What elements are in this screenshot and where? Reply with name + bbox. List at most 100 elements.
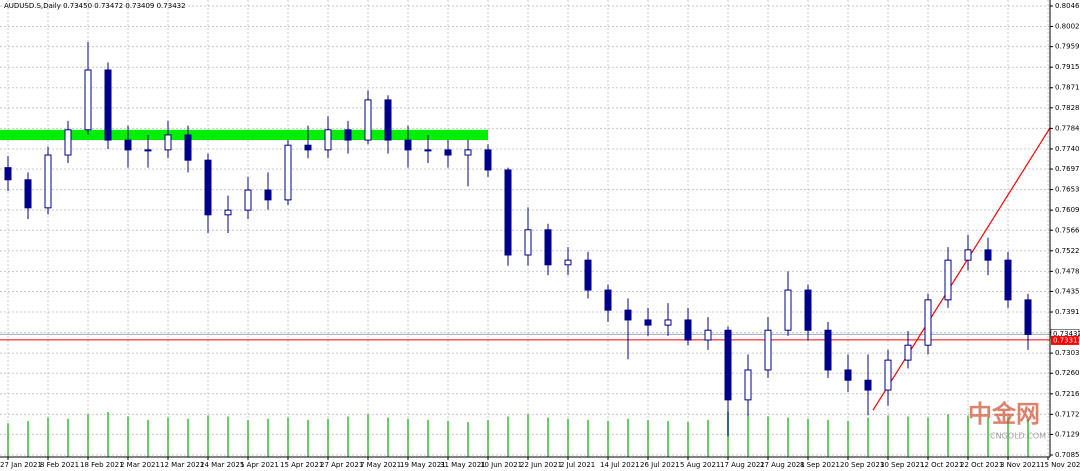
- x-tick-label: 27 Aug 2021: [760, 461, 805, 469]
- chart-title: AUDUSD.S,Daily 0.73450 0.73472 0.73409 0…: [4, 2, 186, 10]
- candle-body: [784, 289, 792, 331]
- volume-bar: [747, 414, 749, 457]
- volume-bar: [387, 417, 389, 457]
- volume-bar: [847, 421, 849, 457]
- volume-bar: [807, 418, 809, 457]
- volume-bar: [487, 419, 489, 457]
- levels-layer: [0, 127, 1051, 411]
- candle-body: [1004, 259, 1012, 301]
- volume-bar: [567, 418, 569, 457]
- volume-bar: [987, 417, 989, 457]
- candle-body: [4, 167, 12, 181]
- candle-body: [564, 259, 572, 266]
- volume-bar: [887, 415, 889, 457]
- x-tick-label: 18 Feb 2021: [80, 461, 124, 469]
- candle-body: [864, 379, 872, 391]
- volume-bar: [347, 416, 349, 457]
- volume-bar: [427, 419, 429, 457]
- volume-bar: [307, 419, 309, 457]
- volume-bar: [1007, 416, 1009, 457]
- x-tick-label: 22 Oct 2021: [960, 461, 1003, 469]
- volume-bar: [127, 416, 129, 457]
- candle-body: [924, 299, 932, 346]
- candle-body: [144, 149, 152, 152]
- x-tick-label: 8 Feb 2021: [40, 461, 79, 469]
- volume-bar: [707, 419, 709, 457]
- candle-body: [504, 169, 512, 256]
- candle-body: [204, 159, 212, 216]
- candle-body: [904, 344, 912, 361]
- x-tick-label: 19 May 2021: [400, 461, 446, 469]
- candle-body: [424, 149, 432, 152]
- volume-bar: [207, 415, 209, 457]
- volume-bar: [907, 416, 909, 457]
- volume-bar: [547, 417, 549, 457]
- volume-bar: [967, 415, 969, 457]
- level-price-label: 0.73313: [1053, 336, 1080, 344]
- trend-line: [872, 127, 1051, 411]
- x-tick-label: 26 Jul 2021: [640, 461, 680, 469]
- x-tick-label: 22 Jun 2021: [520, 461, 562, 469]
- x-tick-label: 2 Jul 2021: [560, 461, 595, 469]
- candle-body: [824, 329, 832, 371]
- candle-body: [724, 329, 732, 401]
- candle-body: [624, 309, 632, 321]
- volume-bar: [107, 412, 109, 457]
- candle-body: [704, 329, 712, 341]
- candle-body: [104, 69, 112, 141]
- candle-body: [304, 144, 312, 151]
- x-tick-label: 12 Mar 2021: [160, 461, 204, 469]
- candle-body: [644, 319, 652, 326]
- x-tick-label: 14 Jul 2021: [600, 461, 640, 469]
- candle-body: [544, 229, 552, 266]
- candle-body: [324, 129, 332, 151]
- watermark: CNGOLD.COM: [990, 432, 1046, 441]
- candle-body: [364, 99, 372, 141]
- candle-body: [44, 154, 52, 209]
- x-tick-label: 15 Nov 2021: [1040, 461, 1080, 469]
- candle-body: [804, 289, 812, 331]
- candle-body: [884, 359, 892, 391]
- volume-bar: [147, 419, 149, 457]
- volume-bar: [787, 417, 789, 457]
- volume-bar: [187, 418, 189, 457]
- candle-body: [484, 149, 492, 171]
- candle-body: [84, 69, 92, 131]
- watermark: 中金网: [968, 400, 1040, 428]
- volume-bar: [767, 416, 769, 457]
- volume-bar: [47, 417, 49, 457]
- x-tick-label: 17 Aug 2021: [720, 461, 765, 469]
- volume-bar: [667, 421, 669, 457]
- volume-bar: [27, 421, 29, 457]
- x-tick-label: 12 Oct 2021: [920, 461, 963, 469]
- volume-bar: [927, 417, 929, 457]
- x-tick-label: 27 Jan 2021: [0, 461, 42, 469]
- x-tick-label: 2 Mar 2021: [120, 461, 160, 469]
- grid: [0, 0, 1050, 457]
- support-zone: [0, 129, 488, 141]
- candle-body: [744, 369, 752, 401]
- volume-bar: [507, 416, 509, 457]
- volume-bar: [447, 421, 449, 457]
- volume-bar: [407, 418, 409, 457]
- candle-body: [224, 209, 232, 216]
- candle-body: [584, 259, 592, 291]
- volume-bar: [1027, 418, 1029, 457]
- volume-bar: [227, 416, 229, 457]
- candle-body: [24, 179, 32, 209]
- volume-bar: [527, 414, 529, 457]
